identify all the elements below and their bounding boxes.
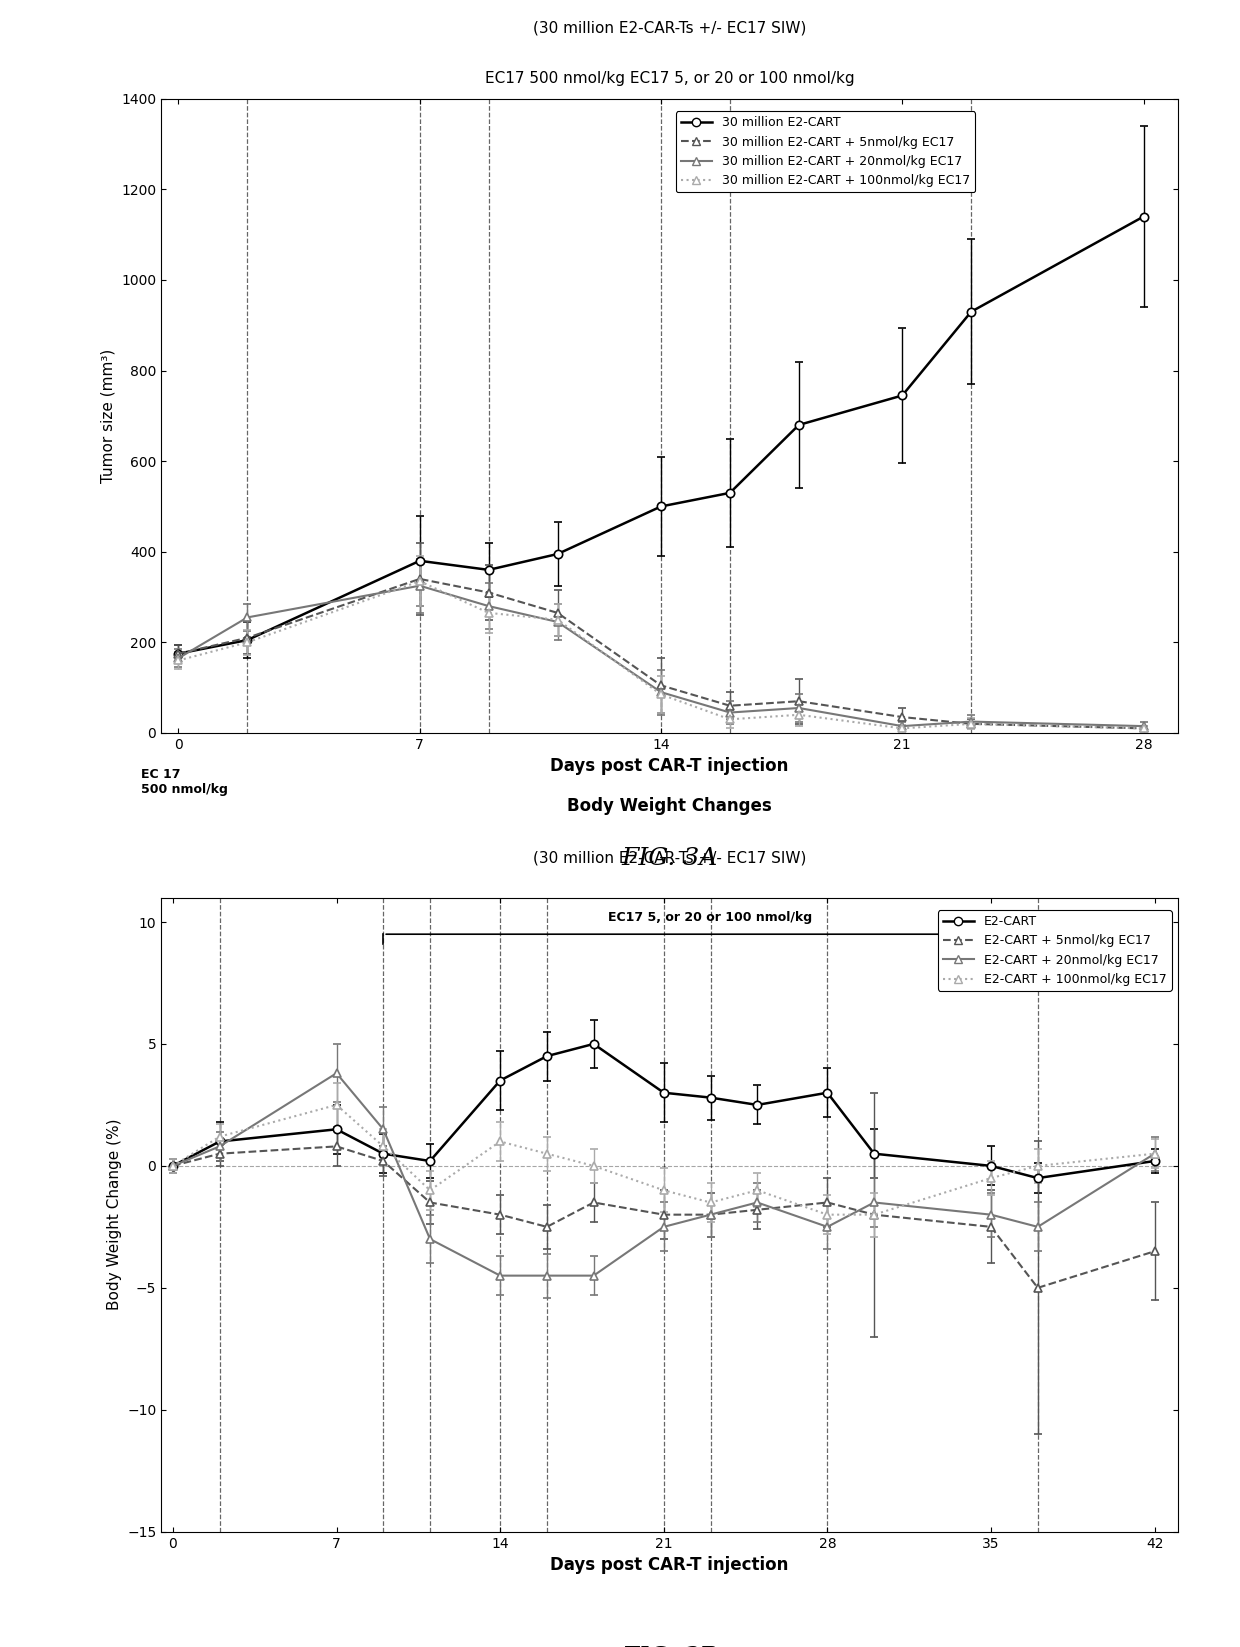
Text: (30 million E2-CAR-Ts +/- EC17 SIW): (30 million E2-CAR-Ts +/- EC17 SIW) <box>533 851 806 866</box>
Text: EC 17
500 nmol/kg: EC 17 500 nmol/kg <box>141 768 228 796</box>
Text: (30 million E2-CAR-Ts +/- EC17 SIW): (30 million E2-CAR-Ts +/- EC17 SIW) <box>533 20 806 35</box>
Text: Body Weight Changes: Body Weight Changes <box>567 797 773 815</box>
Text: FIG. 3A: FIG. 3A <box>621 847 718 870</box>
X-axis label: Days post CAR-T injection: Days post CAR-T injection <box>551 758 789 776</box>
Text: EC17 5, or 20 or 100 nmol/kg: EC17 5, or 20 or 100 nmol/kg <box>609 911 812 924</box>
X-axis label: Days post CAR-T injection: Days post CAR-T injection <box>551 1556 789 1575</box>
Y-axis label: Body Weight Change (%): Body Weight Change (%) <box>107 1118 122 1311</box>
Legend: 30 million E2-CART, 30 million E2-CART + 5nmol/kg EC17, 30 million E2-CART + 20n: 30 million E2-CART, 30 million E2-CART +… <box>676 112 976 193</box>
Legend: E2-CART, E2-CART + 5nmol/kg EC17, E2-CART + 20nmol/kg EC17, E2-CART + 100nmol/kg: E2-CART, E2-CART + 5nmol/kg EC17, E2-CAR… <box>937 911 1172 991</box>
Y-axis label: Tumor size (mm³): Tumor size (mm³) <box>100 349 115 483</box>
Text: EC17 500 nmol/kg EC17 5, or 20 or 100 nmol/kg: EC17 500 nmol/kg EC17 5, or 20 or 100 nm… <box>485 71 854 86</box>
